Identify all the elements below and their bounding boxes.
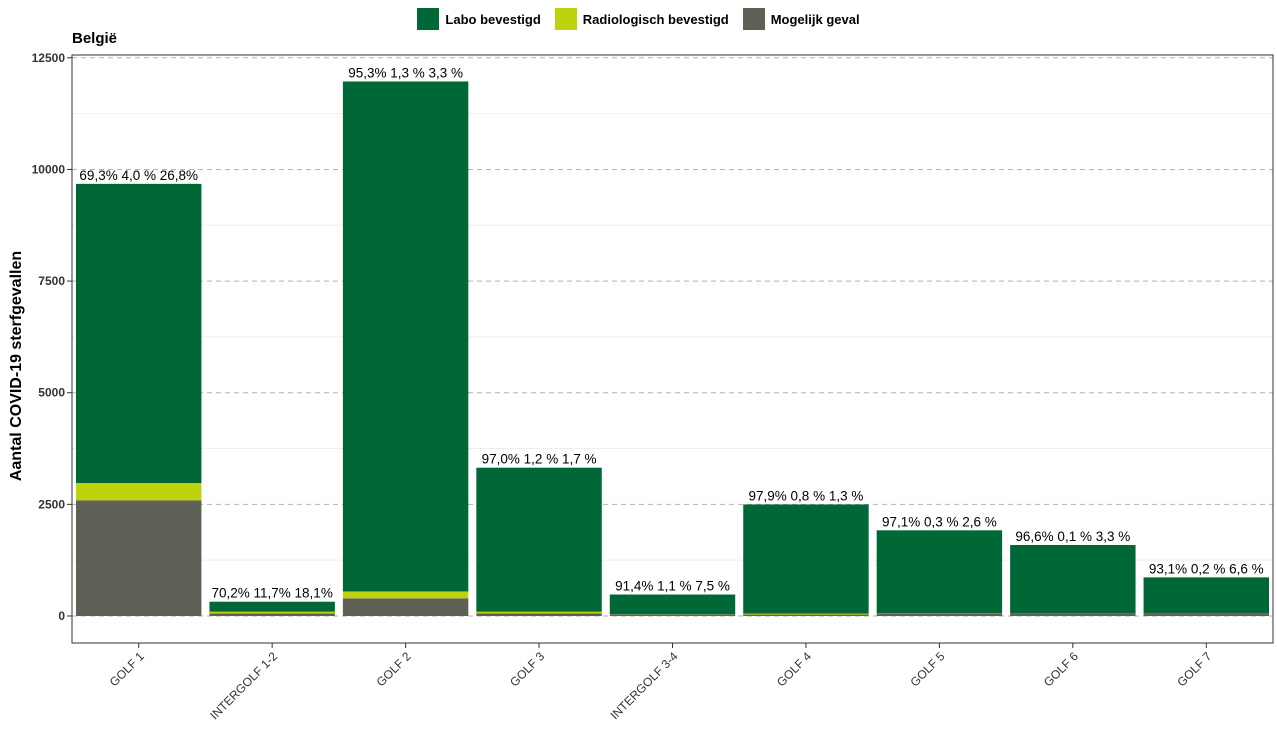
bar-segment (76, 483, 202, 501)
bar-segment (342, 598, 469, 616)
bar-layer (76, 81, 1269, 616)
bar-segment (609, 614, 736, 616)
bar-segment (1010, 613, 1136, 616)
x-tick-label: GOLF 7 (1174, 649, 1214, 689)
legend-swatch-labo (417, 8, 440, 30)
bar-label: 97,9% 0,8 % 1,3 % (749, 488, 864, 503)
legend-item-labo: Labo bevestigd (417, 8, 541, 30)
bar-segment (1010, 544, 1136, 614)
axis-layer: 0 2500 5000 7500 10000 12500 GOLF 1 INTERGOLF 1… (32, 51, 1274, 722)
legend-swatch-radiologisch (554, 8, 577, 30)
x-tick-label: INTERGOLF 3-4 (608, 649, 681, 722)
bar-segment (476, 467, 602, 612)
bar-segment (1143, 613, 1269, 616)
bar-segment (876, 613, 1003, 616)
bar-label: 96,6% 0,1 % 3,3 % (1015, 529, 1130, 544)
bar-label: 97,1% 0,3 % 2,6 % (882, 514, 997, 529)
panel-border (71, 54, 1274, 644)
x-tick-label: GOLF 6 (1041, 649, 1081, 689)
bar-segment (743, 614, 869, 616)
legend-label-radiologisch: Radiologisch bevestigd (582, 11, 729, 27)
plot-title: België (72, 30, 118, 47)
label-layer: 69,3% 4,0 % 26,8% 70,2% 11,7% 18,1% 95,3% … (79, 65, 1263, 600)
bar-segment (342, 81, 469, 592)
legend-swatch-mogelijk (742, 8, 765, 30)
x-tick-label: GOLF 2 (374, 649, 414, 689)
bar-label: 70,2% 11,7% 18,1% (211, 586, 332, 601)
legend: Labo bevestigd Radiologisch bevestigd Mo… (0, 8, 1277, 30)
y-tick-label: 2500 (38, 497, 65, 511)
bar-segment (743, 613, 869, 615)
bar-label: 69,3% 4,0 % 26,8% (79, 168, 198, 183)
legend-item-mogelijk: Mogelijk geval (742, 8, 860, 30)
y-tick-label: 10000 (32, 162, 66, 176)
bar-segment (476, 611, 602, 614)
y-tick-label: 0 (58, 609, 65, 623)
bar-segment (342, 591, 469, 599)
bar-segment (76, 183, 202, 484)
bar-segment (1143, 577, 1269, 614)
legend-item-radiologisch: Radiologisch bevestigd (554, 8, 729, 30)
x-tick-label: INTERGOLF 1-2 (207, 649, 280, 722)
bar-label: 97,0% 1,2 % 1,7 % (482, 452, 597, 467)
bar-segment (609, 594, 736, 615)
y-tick-label: 12500 (32, 51, 66, 65)
x-tick-label: GOLF 1 (107, 649, 147, 689)
bar-label: 91,4% 1,1 % 7,5 % (615, 579, 730, 594)
x-tick-label: GOLF 3 (507, 649, 547, 689)
bar-segment (876, 530, 1003, 614)
bar-segment (743, 504, 869, 614)
legend-label-mogelijk: Mogelijk geval (770, 11, 860, 27)
x-tick-label: GOLF 5 (907, 649, 947, 689)
bar-segment (76, 500, 202, 616)
bar-label: 93,1% 0,2 % 6,6 % (1149, 561, 1264, 576)
y-tick-label: 5000 (38, 386, 65, 400)
bar-segment (209, 611, 335, 614)
x-tick-label: GOLF 4 (774, 649, 814, 689)
bar-label: 95,3% 1,3 % 3,3 % (348, 65, 463, 80)
y-tick-label: 7500 (38, 274, 65, 288)
bar-segment (209, 613, 335, 616)
bar-segment (476, 613, 602, 616)
legend-label-labo: Labo bevestigd (445, 11, 541, 27)
bar-segment (209, 601, 335, 612)
